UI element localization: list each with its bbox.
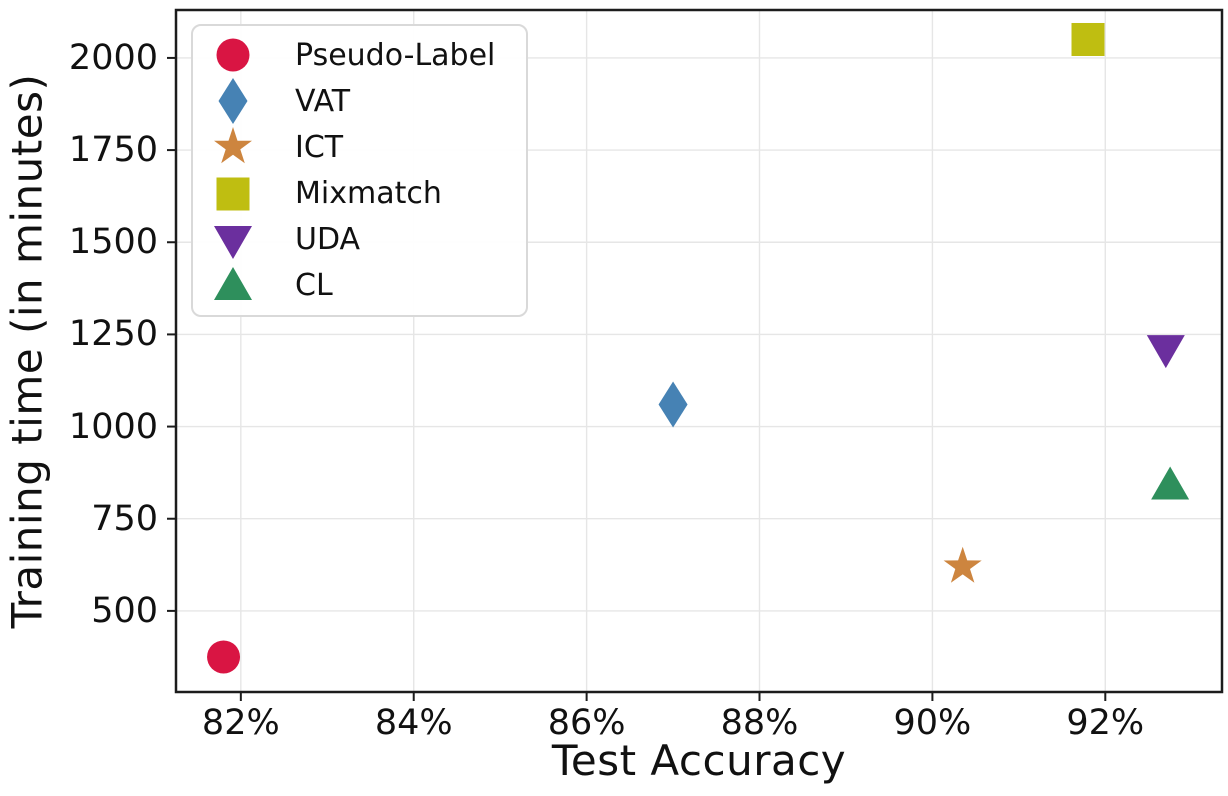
legend-entry-cl: CL xyxy=(193,263,526,309)
triangle-up-icon xyxy=(193,262,273,310)
y-axis-label: Training time (in minutes) xyxy=(2,73,52,629)
y-tick-label: 750 xyxy=(91,498,158,539)
plot-frame xyxy=(174,8,1224,694)
y-tick-label: 500 xyxy=(91,590,158,631)
y-tick-label: 1000 xyxy=(68,406,158,447)
triangle-down-icon xyxy=(193,216,273,264)
legend-label: ICT xyxy=(295,129,344,165)
star-icon-shape xyxy=(214,127,252,164)
data-point-uda xyxy=(1146,335,1185,369)
star-icon xyxy=(193,123,273,171)
legend-entry-uda: UDA xyxy=(193,217,526,263)
circle-icon-shape xyxy=(216,38,250,72)
legend-label: Pseudo-Label xyxy=(295,37,496,73)
triangle-up-icon-shape xyxy=(214,266,252,300)
triangle-down-icon-shape xyxy=(214,225,252,259)
circle-icon xyxy=(193,31,273,79)
x-tick-label: 84% xyxy=(374,703,453,743)
legend-label: UDA xyxy=(295,222,361,258)
data-point-vat xyxy=(658,381,688,428)
diamond-icon-shape xyxy=(218,78,248,125)
x-tick-label: 86% xyxy=(547,703,626,743)
x-tick-label: 90% xyxy=(893,703,972,743)
y-tick-label: 2000 xyxy=(68,37,158,78)
x-tick-label: 92% xyxy=(1066,703,1145,743)
square-icon-shape xyxy=(216,177,250,211)
x-tick-label: 82% xyxy=(201,703,280,743)
legend-label: CL xyxy=(295,268,333,304)
diamond-icon xyxy=(193,77,273,125)
data-point-cl xyxy=(1151,466,1190,500)
legend-entry-vat: VAT xyxy=(193,77,526,125)
y-tick-label: 1250 xyxy=(68,314,158,355)
legend-entry-mixmatch: Mixmatch xyxy=(193,171,526,217)
legend-entry-pseudo-label: Pseudo-Label xyxy=(193,32,526,78)
legend-label: VAT xyxy=(295,83,351,119)
data-point-ict xyxy=(943,546,982,583)
legend-entry-ict: ICT xyxy=(193,124,526,170)
square-icon xyxy=(193,170,273,218)
legend: Pseudo-Label VAT ICT Mixmatch UDA CL xyxy=(191,24,528,317)
data-point-mixmatch xyxy=(1071,22,1105,56)
x-tick-label: 88% xyxy=(720,703,799,743)
legend-label: Mixmatch xyxy=(295,176,442,212)
y-tick-label: 1500 xyxy=(68,222,158,263)
data-point-pseudo-label xyxy=(207,640,241,674)
x-axis-label: Test Accuracy xyxy=(551,736,847,785)
y-tick-label: 1750 xyxy=(68,130,158,171)
